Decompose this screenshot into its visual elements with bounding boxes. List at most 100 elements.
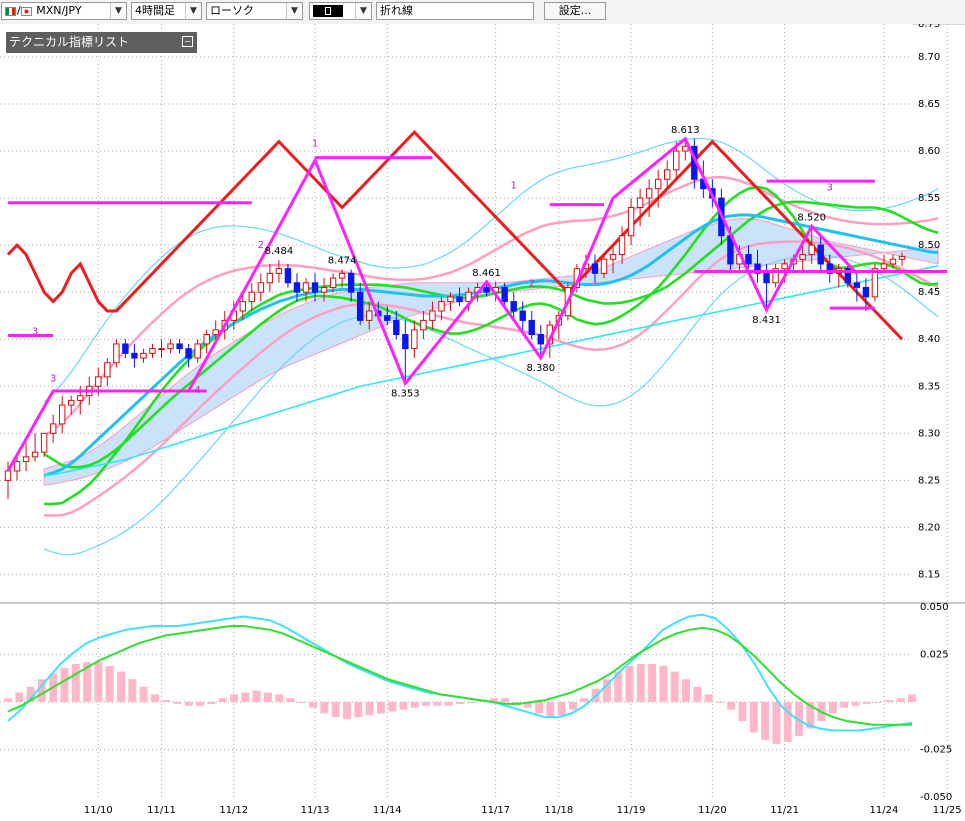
- y-tick-label: 8.30: [918, 428, 940, 439]
- candle-body: [203, 334, 210, 345]
- macd-histogram-bar: [343, 702, 351, 720]
- candle: [519, 301, 526, 330]
- candle-body: [618, 235, 626, 256]
- chart-style-select[interactable]: ローソク ▼: [206, 2, 303, 20]
- symbol-select[interactable]: / MXN/JPY ▼: [1, 2, 127, 20]
- macd-histogram-bar: [908, 694, 916, 702]
- macd-histogram-bar: [309, 702, 318, 708]
- time-axis: 11/10 11/11 11/12 11/13 11/14 11/17 11/18 11/19…: [84, 805, 962, 816]
- candle-body: [591, 263, 599, 274]
- candle: [618, 226, 626, 264]
- candle-body: [420, 319, 427, 331]
- macd-histogram-bar: [569, 702, 577, 710]
- candle: [203, 329, 210, 354]
- price-label: 8.613: [671, 125, 700, 136]
- price-label: 8.474: [328, 256, 357, 267]
- line-type-label: 折れ線: [380, 4, 413, 17]
- candle: [609, 245, 617, 274]
- chevron-down-icon[interactable]: ▼: [185, 3, 201, 19]
- candle-body: [302, 282, 310, 293]
- y-tick-label: 8.55: [918, 193, 940, 204]
- cloud-area: [43, 218, 939, 486]
- y-tick-label: 8.40: [918, 334, 940, 345]
- macd-histogram-bar: [557, 702, 566, 716]
- candle-body: [239, 301, 246, 312]
- candle: [266, 263, 274, 293]
- candle: [68, 395, 75, 415]
- y-tick-label: 8.45: [918, 287, 940, 298]
- chevron-down-icon[interactable]: ▼: [355, 3, 371, 19]
- osc-tick-label: -0.050: [920, 792, 952, 803]
- macd-histogram-bar: [727, 702, 736, 710]
- macd-histogram-bar: [26, 686, 35, 702]
- macd-histogram-bar: [207, 702, 216, 704]
- candle-body: [754, 263, 761, 274]
- macd-histogram-bar: [456, 702, 464, 704]
- macd-histogram-bar: [874, 702, 883, 703]
- candle-body: [889, 258, 897, 265]
- macd-histogram-bar: [501, 698, 510, 702]
- candle: [293, 273, 301, 302]
- candle: [366, 301, 373, 330]
- macd-histogram-bar: [422, 702, 431, 706]
- y-tick-label: 8.25: [918, 475, 940, 486]
- candle-body: [266, 272, 274, 284]
- candle-body: [636, 197, 644, 208]
- macd-histogram-bar: [614, 671, 623, 702]
- macd-histogram-bar: [896, 698, 905, 702]
- candle-body: [537, 334, 544, 345]
- candle-body: [673, 150, 680, 171]
- technical-indicator-panel[interactable]: テクニカル指標リスト −: [6, 32, 197, 53]
- price-label: 8.353: [391, 388, 420, 399]
- candle: [185, 343, 192, 368]
- candle-body: [609, 254, 617, 260]
- candle-body: [682, 145, 689, 152]
- candle: [636, 188, 644, 227]
- macd-histogram-bar: [862, 702, 871, 704]
- candle: [600, 254, 608, 279]
- macd-histogram-bar: [535, 702, 544, 714]
- candle-body: [808, 244, 815, 256]
- macd-histogram-bar: [772, 702, 781, 744]
- chevron-down-icon[interactable]: ▼: [286, 3, 302, 19]
- candle-body: [31, 451, 39, 458]
- macd-histogram-bar: [840, 702, 849, 708]
- japan-flag-icon: [20, 6, 32, 16]
- candle-body: [456, 296, 463, 303]
- line-type-field[interactable]: 折れ線: [376, 2, 534, 20]
- macd-histogram-bar: [252, 690, 261, 702]
- macd-histogram-bar: [354, 702, 363, 718]
- y-tick-label: 8.20: [918, 522, 940, 533]
- macd-histogram-bar: [693, 686, 702, 702]
- macd-histogram-bar: [648, 664, 657, 702]
- osc-tick-label: -0.025: [920, 745, 952, 756]
- timeframe-select[interactable]: 4時間足 ▼: [131, 2, 202, 20]
- series-line-3: [44, 265, 939, 477]
- price-label: 8.461: [472, 268, 501, 279]
- collapse-icon[interactable]: −: [182, 36, 193, 47]
- candle: [257, 273, 265, 302]
- macd-histogram-bar: [388, 702, 397, 712]
- macd-histogram-bar: [275, 694, 284, 702]
- macd-histogram-bar: [128, 679, 137, 702]
- candle-body: [519, 310, 526, 321]
- price-axis: 8.15 8.20 8.25 8.30 8.35 8.40 8.45 8.50 8.55 8.60…: [918, 24, 940, 580]
- candle-body: [194, 343, 201, 359]
- candle-body: [248, 291, 256, 303]
- timeframe-label: 4時間足: [135, 4, 175, 17]
- candle-body: [528, 319, 535, 336]
- color-select[interactable]: ▼: [309, 2, 372, 20]
- candle-body: [176, 343, 183, 350]
- candle-body: [122, 343, 129, 354]
- chevron-down-icon[interactable]: ▼: [110, 3, 126, 19]
- candle-body: [13, 461, 21, 472]
- candle-body: [384, 315, 391, 321]
- y-tick-label: 8.50: [918, 240, 940, 251]
- settings-button[interactable]: 設定...: [544, 2, 606, 20]
- candle-body: [447, 296, 454, 303]
- candle: [411, 320, 418, 359]
- candle: [853, 273, 861, 302]
- candle-body: [510, 301, 517, 312]
- macd-histogram-bar: [704, 694, 713, 702]
